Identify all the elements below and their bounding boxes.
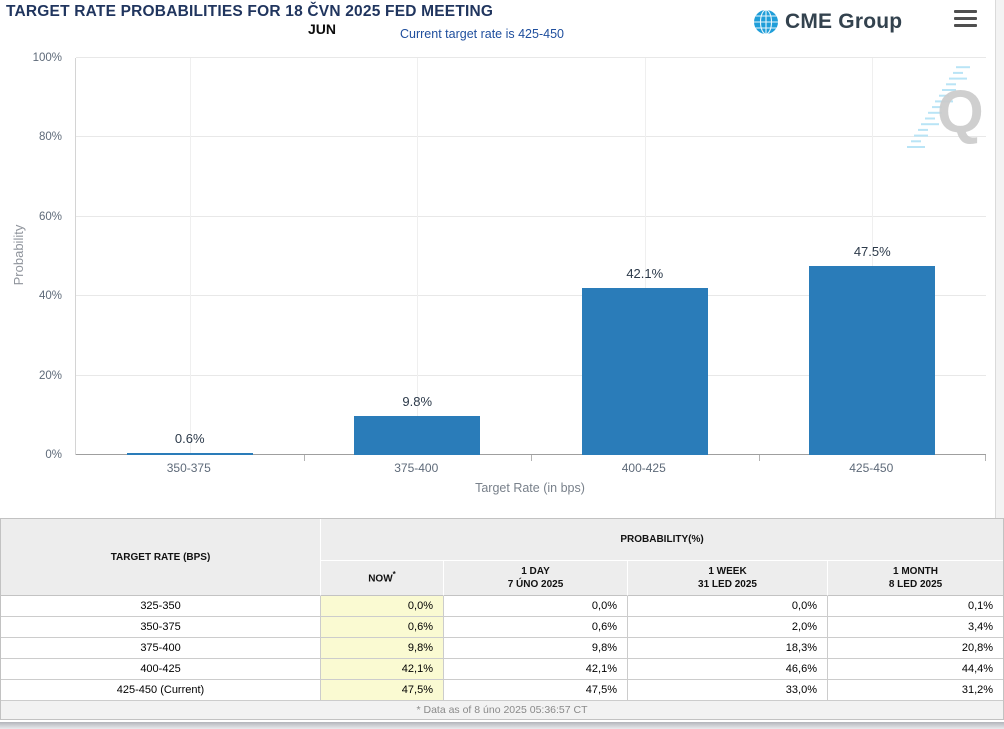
y-tick-label: 40% [38,290,62,303]
col-header-probability-group: PROBABILITY(%) [321,519,1004,561]
cell-1month: 0,1% [828,596,1004,617]
y-gridline [76,57,986,58]
table-row: 350-375 0,6% 0,6% 2,0% 3,4% [1,617,1004,638]
cell-rate: 325-350 [1,596,321,617]
x-axis-tick [531,455,532,461]
col-header-1week: 1 WEEK 31 LED 2025 [628,561,828,596]
x-axis-labels: 350-375 375-400 400-425 425-450 [75,461,985,477]
probability-bar-425-450[interactable] [809,266,936,455]
col-header-1day-label: 1 DAY [521,565,550,577]
cell-1day: 42,1% [444,659,628,680]
cell-1month: 31,2% [828,680,1004,701]
current-target-rate-subtitle: Current target rate is 425-450 [400,27,564,41]
table-row: 425-450 (Current) 47,5% 47,5% 33,0% 31,2… [1,680,1004,701]
category-slot: 9.8% [304,58,532,455]
cell-1day: 0,6% [444,617,628,638]
col-header-1month: 1 MONTH 8 LED 2025 [828,561,1004,596]
probability-table: TARGET RATE (BPS) PROBABILITY(%) NOW* 1 … [1,519,1004,719]
bottom-divider-bar [0,722,1004,729]
cell-1week: 18,3% [628,638,828,659]
x-axis-tick [303,455,305,461]
meeting-month-label: JUN [308,21,337,37]
y-tick-label: 60% [38,210,62,223]
cme-group-logo[interactable]: CME Group [753,9,902,35]
y-tick-label: 20% [38,369,62,382]
cell-now: 47,5% [321,680,444,701]
x-axis-tick [985,455,986,461]
col-header-now: NOW* [321,561,444,596]
probability-bar-400-425[interactable] [581,287,708,455]
bar-value-label: 47.5% [853,244,891,260]
x-axis-line [76,454,986,455]
probability-bar-375-400[interactable] [354,416,481,455]
table-row: 400-425 42,1% 42,1% 46,6% 44,4% [1,659,1004,680]
x-axis-tick [758,455,760,461]
cell-rate: 425-450 (Current) [1,680,321,701]
category-slot: 47.5% [759,58,987,455]
bar-value-label: 9.8% [402,394,433,410]
cell-1week: 46,6% [628,659,828,680]
cell-now: 0,6% [321,617,444,638]
x-tick-label: 425-450 [849,461,894,475]
vertical-scrollbar[interactable] [995,0,1004,520]
x-tick-label: 375-400 [394,461,439,475]
cell-1day: 0,0% [444,596,628,617]
col-header-1day: 1 DAY 7 ÚNO 2025 [444,561,628,596]
cell-1week: 2,0% [628,617,828,638]
cell-1week: 0,0% [628,596,828,617]
col-header-1day-date: 7 ÚNO 2025 [507,579,564,590]
x-tick-label: 400-425 [621,461,666,475]
category-center-gridline [417,58,419,455]
cell-1day: 9,8% [444,638,628,659]
col-header-1week-label: 1 WEEK [708,565,747,577]
category-center-gridline [189,58,191,455]
category-slot: 0.6% [76,58,304,455]
category-slot: 42.1% [531,58,759,455]
x-tick-label: 350-375 [166,461,211,475]
col-header-target-rate: TARGET RATE (BPS) [1,519,321,596]
bar-value-label: 0.6% [174,430,205,446]
y-axis-labels: 0% 20% 40% 60% 80% 100% [0,52,68,461]
plot-area: 0.6% 9.8% 42.1% 47.5% [75,57,987,461]
data-as-of-footnote: * Data as of 8 úno 2025 05:36:57 CT [1,701,1004,719]
x-axis-title: Target Rate (in bps) [475,481,585,495]
cell-1month: 3,4% [828,617,1004,638]
now-footnote-marker: * [392,570,396,580]
logo-text: CME Group [785,10,903,33]
cell-1month: 20,8% [828,638,1004,659]
category-center-gridline [644,58,646,455]
col-header-now-label: NOW [368,573,393,585]
y-gridline [76,295,986,297]
cell-rate: 375-400 [1,638,321,659]
cell-now: 0,0% [321,596,444,617]
category-center-gridline [872,58,874,455]
cell-rate: 350-375 [1,617,321,638]
cell-1month: 44,4% [828,659,1004,680]
cell-1week: 33,0% [628,680,828,701]
col-header-1month-label: 1 MONTH [893,565,939,577]
cell-rate: 400-425 [1,659,321,680]
page-title: TARGET RATE PROBABILITIES FOR 18 ČVN 202… [6,3,494,20]
y-tick-label: 80% [38,131,62,144]
probability-table-container: TARGET RATE (BPS) PROBABILITY(%) NOW* 1 … [0,518,1004,720]
globe-icon [753,9,779,35]
y-gridline [76,136,986,138]
bar-value-label: 42.1% [626,265,664,281]
y-tick-label: 100% [32,52,62,64]
cell-1day: 47,5% [444,680,628,701]
hamburger-menu-icon[interactable] [954,10,977,27]
table-row: 375-400 9,8% 9,8% 18,3% 20,8% [1,638,1004,659]
col-header-1week-date: 31 LED 2025 [698,579,757,590]
table-footer-row: * Data as of 8 úno 2025 05:36:57 CT [1,701,1004,719]
y-tick-label: 0% [45,449,62,461]
col-header-1month-date: 8 LED 2025 [888,579,943,590]
cell-now: 42,1% [321,659,444,680]
y-gridline [76,374,986,376]
table-row: 325-350 0,0% 0,0% 0,0% 0,1% [1,596,1004,617]
cell-now: 9,8% [321,638,444,659]
probability-bar-350-375[interactable] [126,452,253,455]
y-gridline [76,215,986,217]
